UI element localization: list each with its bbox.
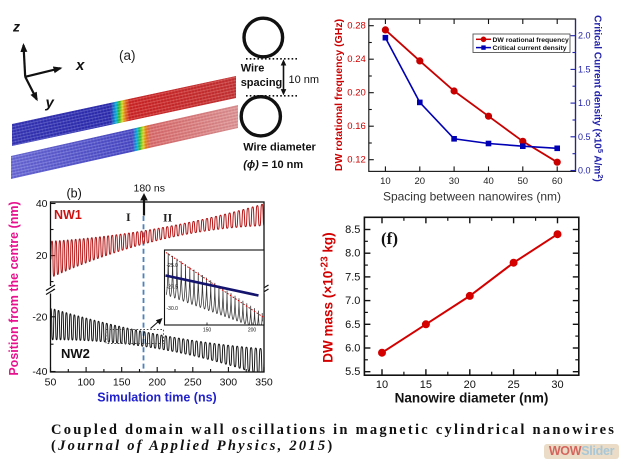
svg-text:25: 25 [507,379,519,391]
svg-text:NW2: NW2 [61,346,90,361]
svg-text:150: 150 [203,328,212,334]
svg-text:-27.5: -27.5 [167,285,179,291]
svg-text:300: 300 [220,377,238,389]
svg-text:10: 10 [376,379,388,391]
svg-text:50: 50 [518,176,529,187]
svg-text:DW roational frequency: DW roational frequency [493,37,570,44]
svg-text:(ϕ) = 10 nm: (ϕ) = 10 nm [243,159,303,171]
svg-text:30: 30 [551,379,563,391]
svg-text:Simulation time (ns): Simulation time (ns) [97,391,216,405]
svg-text:6.5: 6.5 [345,319,360,331]
svg-text:20: 20 [415,176,426,187]
svg-text:DW mass (×10-23 kg): DW mass (×10-23 kg) [320,232,336,362]
svg-text:30: 30 [449,176,460,187]
svg-text:Wire: Wire [241,63,265,75]
svg-text:y: y [45,95,55,112]
svg-text:7.0: 7.0 [345,295,360,307]
svg-text:Spacing between nanowires (nm): Spacing between nanowires (nm) [383,190,561,204]
svg-text:Critical current density: Critical current density [493,45,567,52]
svg-text:II: II [163,211,173,225]
svg-text:50: 50 [45,377,57,389]
svg-text:15: 15 [420,379,432,391]
svg-text:NW1: NW1 [54,208,82,222]
svg-text:-25.0: -25.0 [167,263,179,269]
svg-text:60: 60 [552,176,563,187]
svg-text:(f): (f) [381,229,398,248]
svg-text:40: 40 [483,176,494,187]
svg-text:0.0: 0.0 [578,166,591,176]
svg-text:6.0: 6.0 [345,343,360,355]
svg-text:8.0: 8.0 [345,248,360,260]
svg-text:-20: -20 [32,311,47,323]
svg-text:200: 200 [248,328,257,334]
svg-text:1.5: 1.5 [578,64,591,74]
svg-text:0.16: 0.16 [347,121,366,132]
svg-text:(b): (b) [67,187,82,201]
svg-text:0.28: 0.28 [347,21,366,32]
svg-text:1.0: 1.0 [578,98,591,108]
svg-text:(a): (a) [119,48,136,63]
svg-text:200: 200 [148,377,166,389]
svg-text:2.0: 2.0 [578,31,591,41]
svg-text:DW rotational frequency (GHz): DW rotational frequency (GHz) [333,19,345,171]
svg-text:Wire diameter: Wire diameter [243,142,316,154]
svg-text:5.5: 5.5 [345,366,360,378]
svg-text:Nanowire diameter (nm): Nanowire diameter (nm) [395,391,549,406]
svg-text:10 nm: 10 nm [289,74,320,86]
svg-text:350: 350 [255,377,273,389]
svg-text:spacing: spacing [241,77,283,89]
svg-text:0.20: 0.20 [347,88,366,99]
svg-text:8.5: 8.5 [345,224,360,236]
svg-text:0.5: 0.5 [578,132,591,142]
svg-text:100: 100 [77,377,95,389]
svg-text:0.12: 0.12 [347,155,366,166]
svg-text:-40: -40 [32,366,47,378]
svg-text:40: 40 [36,198,48,210]
svg-text:0.24: 0.24 [347,54,366,65]
svg-text:250: 250 [184,377,202,389]
svg-text:150: 150 [113,377,131,389]
svg-text:10: 10 [380,176,391,187]
svg-text:Position from the centre (nm): Position from the centre (nm) [7,201,21,375]
svg-text:-30.0: -30.0 [167,306,179,312]
svg-text:20: 20 [36,250,48,262]
svg-text:180 ns: 180 ns [134,183,166,195]
svg-text:I: I [126,210,131,224]
svg-text:x: x [75,57,85,74]
svg-text:z: z [12,19,20,35]
svg-text:Critical Current density (×105: Critical Current density (×105 A/m2) [592,15,606,182]
svg-text:20: 20 [464,379,476,391]
svg-text:7.5: 7.5 [345,271,360,283]
